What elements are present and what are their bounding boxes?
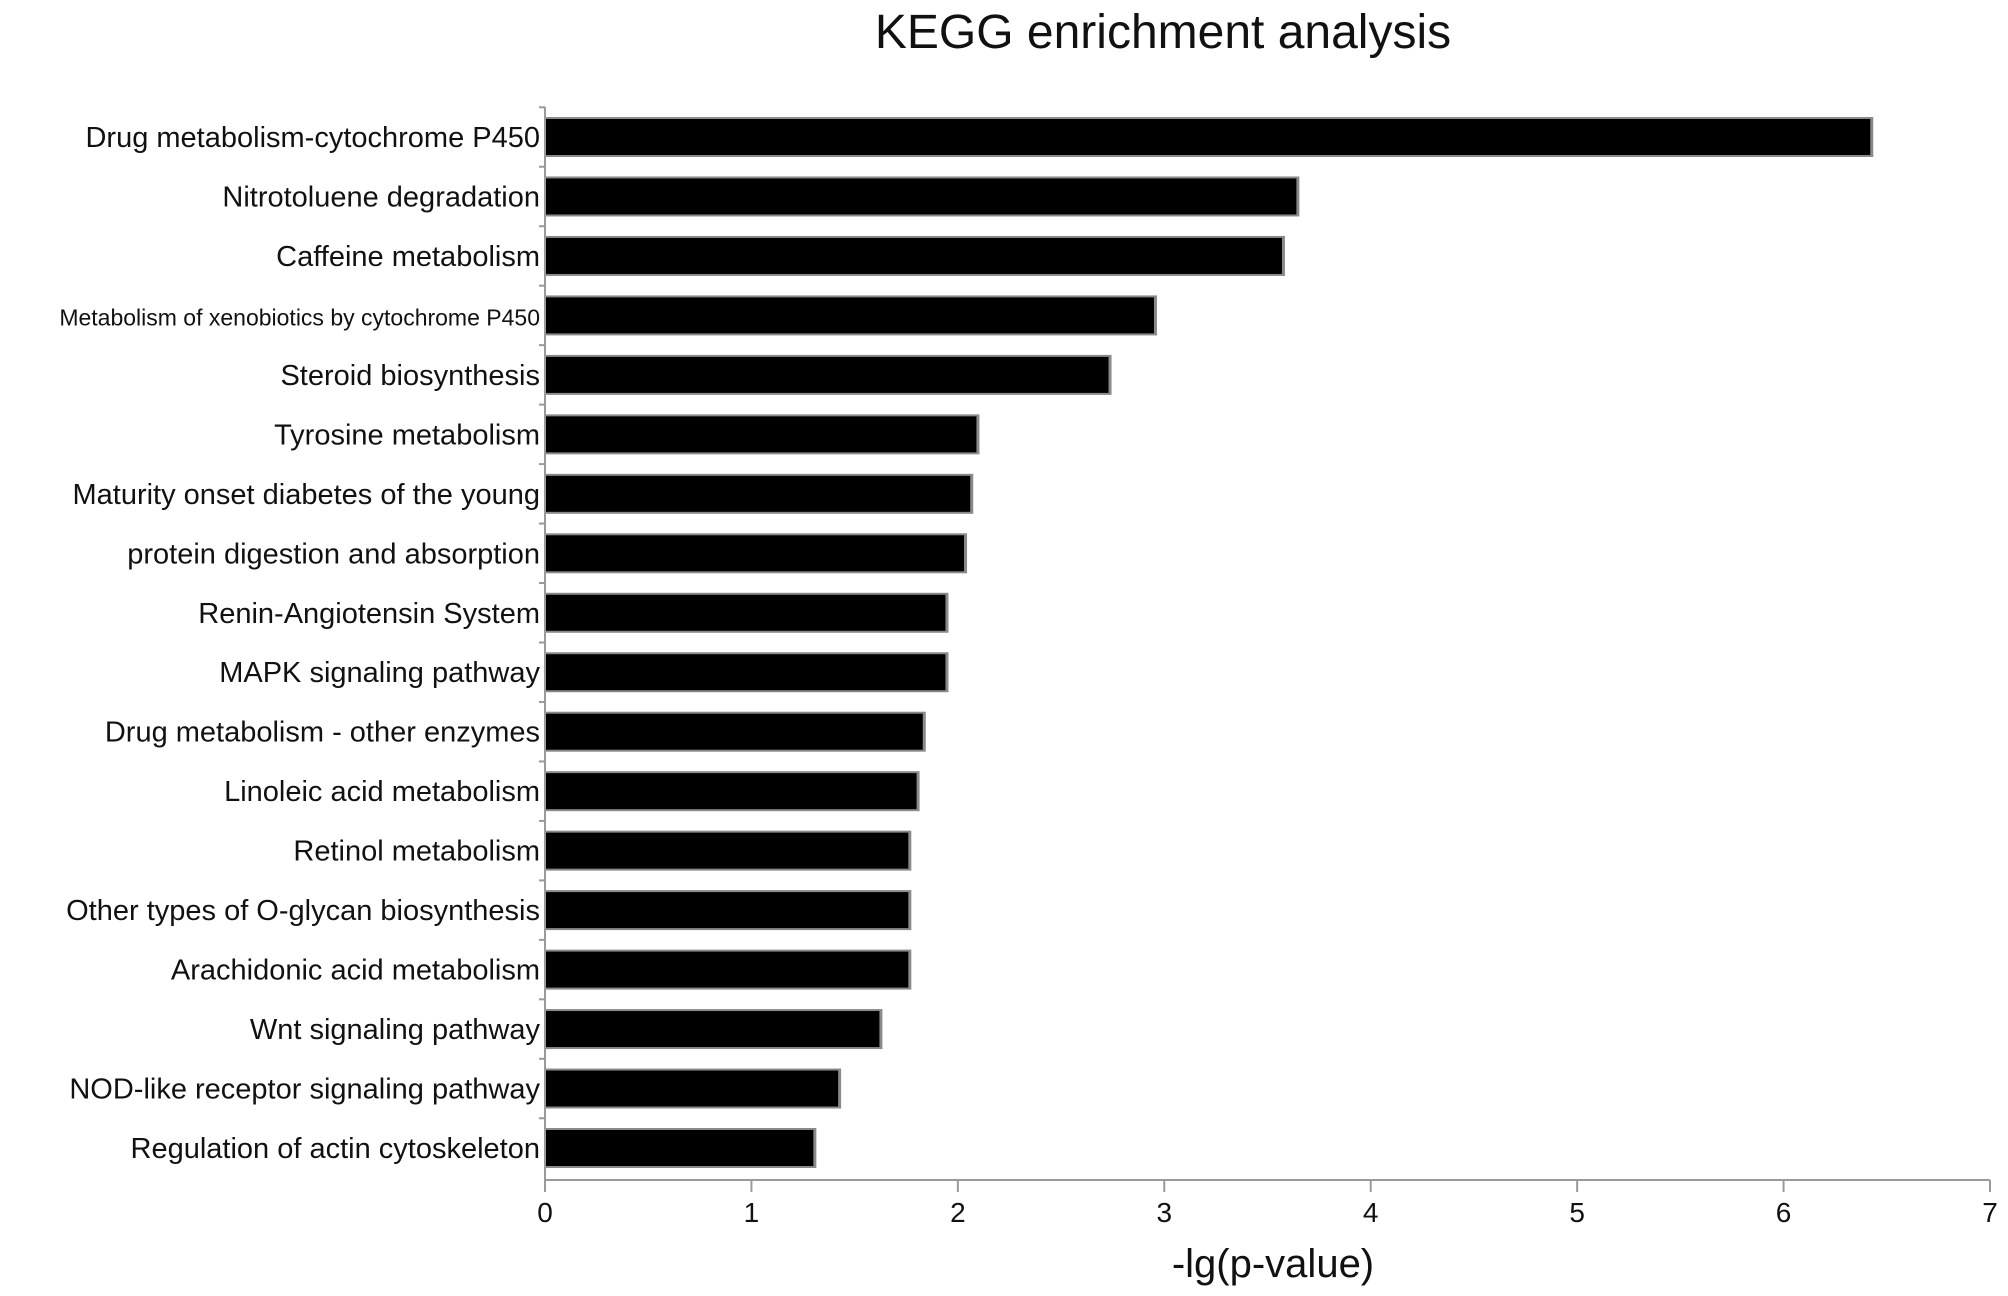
bar bbox=[545, 713, 923, 750]
bar bbox=[545, 1070, 839, 1107]
chart-title: KEGG enrichment analysis bbox=[875, 6, 1451, 59]
x-tick-label: 5 bbox=[1569, 1197, 1585, 1228]
category-label: Retinol metabolism bbox=[293, 836, 540, 868]
bar bbox=[545, 1130, 814, 1166]
category-label: Maturity onset diabetes of the young bbox=[72, 479, 540, 511]
bar bbox=[545, 237, 1282, 274]
bar bbox=[545, 832, 909, 869]
bar bbox=[545, 892, 909, 929]
x-tick-label: 0 bbox=[537, 1197, 553, 1228]
category-label: MAPK signaling pathway bbox=[219, 657, 540, 689]
x-tick-label: 2 bbox=[950, 1197, 966, 1228]
bar bbox=[545, 773, 917, 810]
x-tick-label: 7 bbox=[1982, 1197, 1998, 1228]
category-label: Other types of O-glycan biosynthesis bbox=[66, 895, 540, 927]
x-tick-label: 1 bbox=[744, 1197, 760, 1228]
bar bbox=[545, 416, 977, 453]
bar bbox=[545, 535, 965, 572]
category-label: Wnt signaling pathway bbox=[250, 1014, 541, 1046]
x-tick-label: 4 bbox=[1363, 1197, 1379, 1228]
bar bbox=[545, 119, 1871, 155]
bar bbox=[545, 594, 946, 631]
category-label: Drug metabolism - other enzymes bbox=[105, 717, 540, 749]
category-label: Drug metabolism-cytochrome P450 bbox=[85, 122, 540, 154]
category-labels: Drug metabolism-cytochrome P450 Nitrotolu… bbox=[59, 122, 540, 1165]
bar bbox=[545, 654, 946, 691]
category-label: Tyrosine metabolism bbox=[274, 419, 540, 451]
category-label: Renin-Angiotensin System bbox=[198, 598, 540, 630]
bar bbox=[545, 356, 1109, 393]
category-label: Regulation of actin cytoskeleton bbox=[131, 1133, 540, 1165]
category-label: NOD-like receptor signaling pathway bbox=[69, 1074, 540, 1106]
x-tick-label: 3 bbox=[1156, 1197, 1172, 1228]
category-label: Metabolism of xenobiotics by cytochrome … bbox=[59, 304, 540, 330]
category-label: Steroid biosynthesis bbox=[280, 360, 540, 392]
bar bbox=[545, 951, 909, 988]
bar bbox=[545, 178, 1297, 215]
bars-layer bbox=[545, 117, 1874, 1168]
x-tick-label: 6 bbox=[1776, 1197, 1792, 1228]
bar bbox=[545, 297, 1154, 334]
x-axis-title: -lg(p-value) bbox=[1172, 1242, 1374, 1286]
category-label: Arachidonic acid metabolism bbox=[171, 955, 540, 987]
bar bbox=[545, 1011, 880, 1048]
x-axis: 0 1 2 3 4 5 6 7 bbox=[537, 106, 1998, 1228]
category-label: Linoleic acid metabolism bbox=[224, 776, 540, 808]
category-label: protein digestion and absorption bbox=[127, 538, 540, 570]
bar bbox=[545, 475, 971, 512]
category-label: Caffeine metabolism bbox=[276, 241, 540, 273]
category-label: Nitrotoluene degradation bbox=[222, 181, 540, 213]
